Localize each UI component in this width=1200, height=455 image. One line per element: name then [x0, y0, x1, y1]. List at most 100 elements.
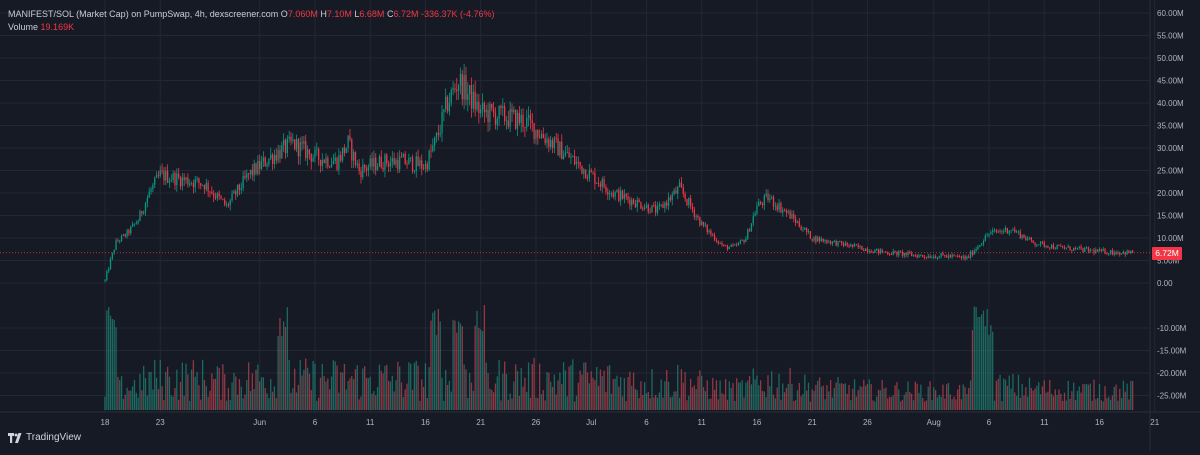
candle-body: [555, 137, 557, 139]
candle-body: [1097, 249, 1099, 252]
volume-bar: [859, 386, 861, 410]
volume-bar: [454, 320, 456, 410]
volume-bar: [660, 379, 662, 410]
volume-bar: [649, 398, 651, 410]
candle-body: [710, 230, 712, 235]
candle-body: [472, 91, 474, 109]
volume-bar: [861, 386, 863, 410]
candle-body: [179, 177, 182, 187]
volume-bar: [697, 376, 699, 410]
volume-bar: [566, 396, 568, 410]
volume-bar: [763, 391, 765, 410]
candle-body: [437, 133, 439, 135]
volume-bar: [592, 377, 594, 410]
volume-bar: [229, 400, 231, 410]
candle-body: [945, 256, 948, 258]
candle-body: [163, 170, 165, 181]
volume-bar: [233, 372, 235, 410]
volume-bar: [561, 384, 563, 410]
candle-body: [1067, 246, 1069, 248]
volume-bar: [227, 387, 230, 410]
candle-body: [719, 242, 721, 244]
candle-body: [586, 178, 589, 180]
volume-bar: [992, 331, 994, 410]
volume-bar: [898, 389, 900, 410]
x-tick-label: Aug: [927, 418, 941, 427]
volume-bar: [852, 388, 854, 410]
candle-body: [581, 165, 583, 174]
volume-bar: [1132, 380, 1134, 410]
candle-body: [310, 154, 312, 162]
candle-body: [898, 251, 900, 256]
change-value: -336.37K (-4.76%): [420, 9, 495, 19]
volume-bar: [863, 379, 865, 410]
volume-bar: [491, 389, 493, 410]
volume-bar: [620, 376, 622, 410]
tradingview-logo[interactable]: TradingView: [8, 432, 81, 443]
volume-bar: [750, 384, 753, 410]
candle-body: [1038, 244, 1040, 246]
y-tick-label: 30.00M: [1157, 144, 1184, 153]
candle-body: [614, 191, 616, 197]
candle-body: [470, 85, 473, 109]
volume-bar: [231, 382, 233, 410]
volume-bar: [277, 336, 279, 410]
volume-bar: [1034, 388, 1036, 410]
volume-bar: [1111, 395, 1114, 410]
volume-bar: [732, 382, 734, 410]
candle-body: [371, 158, 373, 167]
candle-body: [419, 160, 421, 166]
volume-bar: [213, 378, 215, 410]
candle-body: [651, 205, 653, 213]
candle-body: [1120, 253, 1123, 255]
volume-bar: [1122, 380, 1125, 410]
volume-bar: [222, 364, 224, 410]
candle-body: [264, 157, 266, 167]
candle-body: [1122, 251, 1125, 254]
volume-bar: [594, 380, 596, 410]
candle-body: [503, 106, 506, 122]
candle-body: [527, 114, 530, 118]
volume-bar: [391, 375, 393, 410]
volume-bar: [397, 361, 399, 410]
volume-bar: [848, 385, 850, 410]
volume-bar: [599, 369, 602, 410]
candle-body: [831, 241, 834, 244]
volume-bar: [415, 360, 417, 410]
volume-bar: [684, 372, 686, 410]
volume-bar: [1098, 384, 1101, 410]
candle-body: [294, 139, 296, 150]
candle-body: [695, 216, 697, 217]
candle-body: [647, 204, 649, 212]
candle-body: [209, 191, 211, 193]
candle-body: [776, 205, 778, 210]
candle-body: [966, 256, 968, 260]
volume-bar: [896, 382, 898, 410]
candle-body: [387, 163, 390, 167]
volume-bar: [739, 382, 742, 410]
candle-body: [144, 202, 147, 212]
candle-body: [1063, 247, 1066, 249]
candle-body: [266, 164, 268, 167]
volume-bar: [117, 376, 119, 410]
volume-bar: [562, 362, 565, 410]
candle-body: [957, 256, 959, 257]
volume-bar: [115, 327, 117, 410]
candle-body: [130, 226, 132, 234]
candle-body: [846, 243, 848, 246]
candle-body: [213, 193, 215, 197]
volume-bar: [515, 364, 517, 410]
volume-bar: [113, 319, 115, 410]
volume-bar: [422, 386, 425, 410]
volume-bar: [209, 390, 211, 410]
x-tick-label: 11: [698, 418, 707, 427]
candle-body: [345, 147, 347, 154]
volume-bar: [789, 367, 791, 410]
volume-bar: [625, 401, 627, 410]
candle-body: [1128, 250, 1130, 254]
volume-bar: [903, 394, 905, 410]
volume-bar: [1087, 384, 1090, 410]
candle-body: [408, 157, 410, 165]
